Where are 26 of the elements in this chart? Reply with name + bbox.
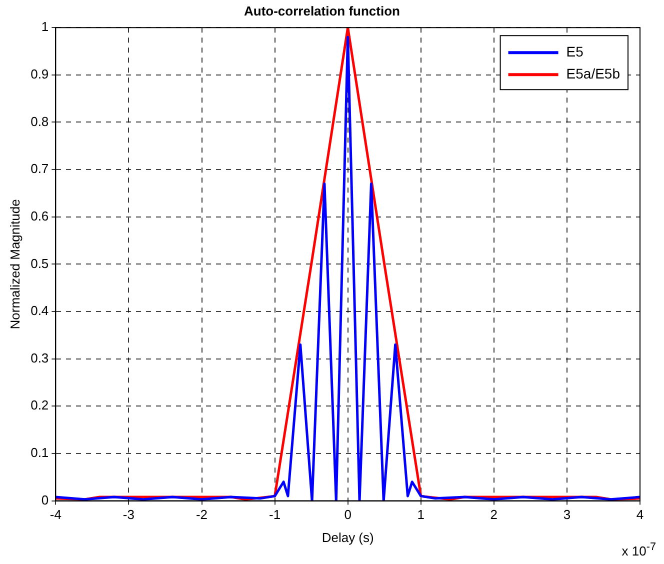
chart-title: Auto-correlation function	[244, 3, 400, 18]
y-tick-label: 0.5	[30, 256, 49, 271]
x-axis-title: Delay (s)	[322, 530, 374, 545]
y-tick-label: 0.6	[30, 208, 49, 224]
x-tick-label: -2	[196, 507, 208, 522]
x-tick-label: 3	[563, 507, 571, 522]
y-tick-label: 0.8	[30, 114, 49, 129]
legend-label: E5	[566, 43, 584, 60]
y-axis-title: Normalized Magnitude	[7, 199, 22, 330]
x-tick-label: 4	[636, 507, 644, 522]
x-tick-label: 2	[490, 507, 498, 522]
y-tick-label: 1	[41, 19, 49, 34]
y-tick-label: 0.7	[30, 161, 49, 176]
y-tick-label: 0.9	[30, 66, 49, 82]
legend-label: E5a/E5b	[566, 65, 620, 82]
x-tick-label: -1	[269, 507, 281, 522]
y-tick-label: 0.1	[30, 445, 49, 460]
x-tick-label: -3	[122, 507, 134, 522]
y-tick-label: 0.2	[30, 398, 49, 413]
x-tick-label: 1	[417, 507, 424, 522]
y-tick-label: 0	[41, 492, 49, 508]
y-tick-label: 0.3	[30, 350, 49, 366]
x-tick-label: 0	[344, 507, 352, 522]
y-tick-label: 0.4	[30, 303, 49, 318]
x-tick-label: -4	[50, 507, 62, 522]
text: x 10$^{-7}$	[622, 540, 656, 558]
